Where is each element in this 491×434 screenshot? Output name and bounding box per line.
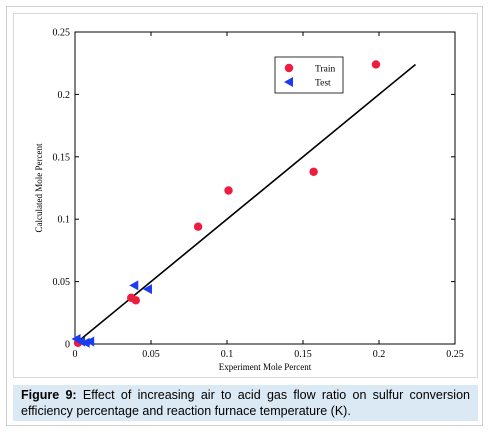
data-point-test <box>142 284 152 295</box>
y-tick-label: 0.1 <box>58 215 71 226</box>
x-tick-label: 0.2 <box>373 349 386 360</box>
y-tick-label: 0.2 <box>58 90 71 101</box>
data-point-train <box>371 60 381 69</box>
legend: Train Test <box>274 56 344 94</box>
legend-label-test: Test <box>315 79 331 89</box>
y-tick-label: 0.15 <box>53 152 71 163</box>
x-tick-label: 0 <box>73 349 78 360</box>
figure-caption: Figure 9: Effect of increasing air to ac… <box>13 385 478 421</box>
y-tick-label: 0.25 <box>53 28 71 39</box>
caption-label: Figure 9: <box>21 388 77 402</box>
data-point-test <box>129 280 139 291</box>
figure: 0 0.05 0.1 0.15 0.2 0.25 0 0.05 0.1 0.15 0.2 0.25 Ex… <box>6 6 483 426</box>
series-train <box>73 60 381 347</box>
data-point-train <box>224 186 233 195</box>
data-point-test <box>76 336 86 347</box>
legend-marker-test <box>284 77 293 87</box>
data-point-train <box>131 296 140 305</box>
x-tick-label: 0.25 <box>446 349 464 360</box>
y-tick-label: 0.05 <box>53 277 71 288</box>
x-tick-label: 0.05 <box>142 349 160 360</box>
y-tick-label: 0 <box>65 340 70 351</box>
scatter-chart: 0 0.05 0.1 0.15 0.2 0.25 0 0.05 0.1 0.15 0.2 0.25 Ex… <box>34 28 464 373</box>
data-point-train <box>309 167 318 176</box>
legend-marker-train <box>284 63 294 73</box>
legend-box <box>274 56 344 94</box>
series-test <box>71 280 152 348</box>
x-axis-label: Experiment Mole Percent <box>219 362 312 372</box>
plot-frame <box>74 31 456 345</box>
x-tick-label: 0.1 <box>221 349 234 360</box>
data-point-test <box>85 336 95 347</box>
y-axis-label: Calculated Mole Percent <box>34 143 44 232</box>
caption-text: Effect of increasing air to acid gas flo… <box>21 388 470 418</box>
plot-panel <box>13 13 478 378</box>
data-point-test <box>80 337 90 348</box>
fit-line <box>74 63 416 345</box>
x-tick-label: 0.15 <box>294 349 312 360</box>
legend-label-train: Train <box>315 65 335 75</box>
data-point-train <box>193 222 203 231</box>
